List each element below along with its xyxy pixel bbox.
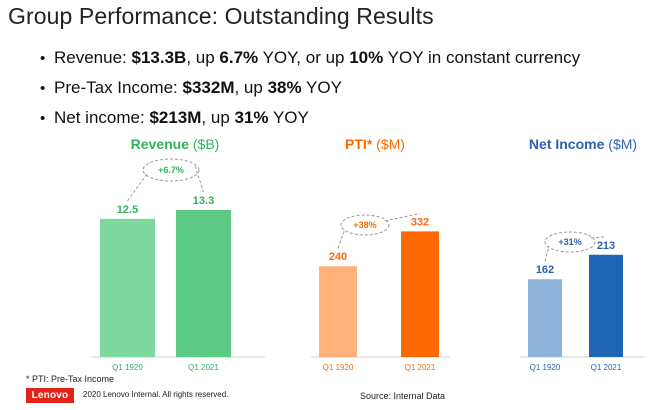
bullet-text: YOY in constant currency [383, 48, 581, 67]
bullet-net-income: • Net income: $213M, up 31% YOY [40, 107, 580, 137]
bar [528, 279, 562, 357]
chart-title-text: PTI* [345, 136, 373, 152]
bullet-dot: • [40, 110, 46, 127]
bullet-value: $213M [149, 108, 202, 127]
growth-connector [590, 236, 607, 239]
bar [589, 254, 623, 357]
copyright: 2020 Lenovo Internal. All rights reserve… [83, 390, 229, 399]
growth-ellipse [544, 231, 596, 253]
bar [401, 231, 439, 357]
chart-unit: ($B) [189, 136, 219, 152]
bullet-text: , up [201, 108, 235, 127]
tick-label: Q1 1920 [112, 363, 143, 372]
data-label: 12.5 [117, 204, 138, 216]
bullet-list: • Revenue: $13.3B, up 6.7% YOY, or up 10%… [40, 47, 580, 137]
slide-title: Group Performance: Outstanding Results [8, 3, 434, 29]
bullet-value: 38% [267, 78, 302, 97]
growth-label: +31% [558, 237, 581, 247]
growth-connector [544, 245, 550, 262]
bullet-pti: • Pre-Tax Income: $332M, up 38% YOY [40, 77, 580, 107]
bullet-label: Net income: [54, 108, 150, 127]
growth-ellipse [340, 214, 390, 236]
growth-connector [194, 165, 204, 193]
footnote: * PTI: Pre-Tax Income [26, 374, 115, 384]
data-label: 13.3 [193, 195, 214, 207]
data-label: 240 [329, 251, 347, 263]
chart-title: Net Income ($M) [529, 136, 637, 152]
chart-title-text: Revenue [131, 136, 190, 152]
growth-ellipse [142, 158, 200, 182]
bullet-value: 6.7% [219, 48, 259, 67]
chart-unit: ($M) [372, 136, 405, 152]
bullet-text: , up [234, 78, 268, 97]
tick-label: Q1 2021 [188, 363, 219, 372]
tick-label: Q1 2021 [591, 363, 622, 372]
data-label: 213 [597, 240, 615, 252]
bullet-dot: • [40, 50, 46, 67]
bullet-label: Pre-Tax Income: [54, 78, 183, 97]
growth-connector [127, 173, 148, 202]
bullet-dot: • [40, 80, 46, 97]
chart-title: Revenue ($B) [131, 136, 220, 152]
bullet-label: Revenue: [54, 48, 132, 67]
bullet-text: YOY [268, 108, 309, 127]
tick-label: Q1 1920 [530, 363, 561, 372]
chart-unit: ($M) [604, 136, 637, 152]
chart-title-text: Net Income [529, 136, 605, 152]
data-label: 162 [536, 264, 554, 276]
growth-connector [337, 228, 346, 249]
bullet-value: $13.3B [131, 48, 187, 67]
bullet-value: $332M [182, 78, 235, 97]
growth-label: +38% [353, 220, 376, 230]
growth-label: +6.7% [158, 165, 184, 175]
tick-label: Q1 2021 [405, 363, 436, 372]
bullet-value: 10% [349, 48, 384, 67]
bullet-value: 31% [234, 108, 269, 127]
bullet-text: YOY [301, 78, 342, 97]
lenovo-logo: Lenovo [26, 388, 74, 403]
tick-label: Q1 1920 [323, 363, 354, 372]
chart-title: PTI* ($M) [345, 136, 405, 152]
source-note: Source: Internal Data [360, 391, 446, 401]
data-label: 332 [411, 216, 429, 228]
bullet-revenue: • Revenue: $13.3B, up 6.7% YOY, or up 10%… [40, 47, 580, 77]
bullet-text: YOY, or up [258, 48, 350, 67]
bullet-text: , up [186, 48, 220, 67]
growth-connector [384, 212, 421, 222]
bar [176, 210, 231, 357]
bar [319, 266, 357, 357]
bar [100, 218, 155, 357]
